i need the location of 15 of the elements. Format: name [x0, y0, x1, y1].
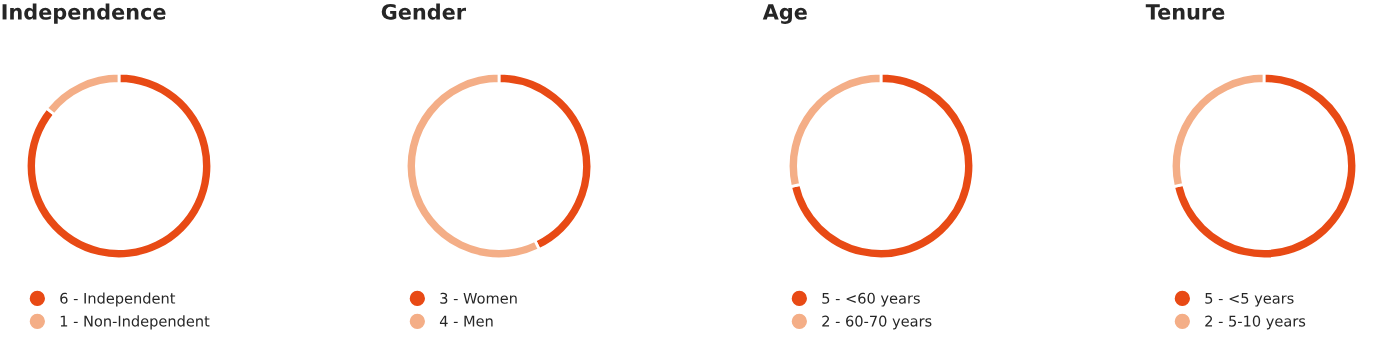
- chart-title: Age: [762, 4, 807, 24]
- legend-label: 5 - <60 years: [822, 292, 920, 307]
- legend-label: 2 - 5-10 years: [1205, 315, 1306, 330]
- donut-slice: [24, 71, 214, 261]
- legend-label: 4 - Men: [439, 315, 493, 327]
- donut-slice: [789, 71, 976, 261]
- chart-title: Gender: [381, 3, 466, 20]
- legend-label: 1 - Non-Independent: [60, 315, 210, 330]
- donut-slice: [1172, 71, 1359, 261]
- legend-label: 6 - Independent: [60, 292, 176, 307]
- legend-label: 5 - <5 years: [1205, 292, 1294, 307]
- chart-title: Tenure: [1145, 4, 1225, 20]
- chart-title: Independence: [2, 3, 166, 24]
- legend-label: 2 - 60-70 years: [822, 315, 932, 330]
- legend-label: 3 - Women: [440, 292, 517, 304]
